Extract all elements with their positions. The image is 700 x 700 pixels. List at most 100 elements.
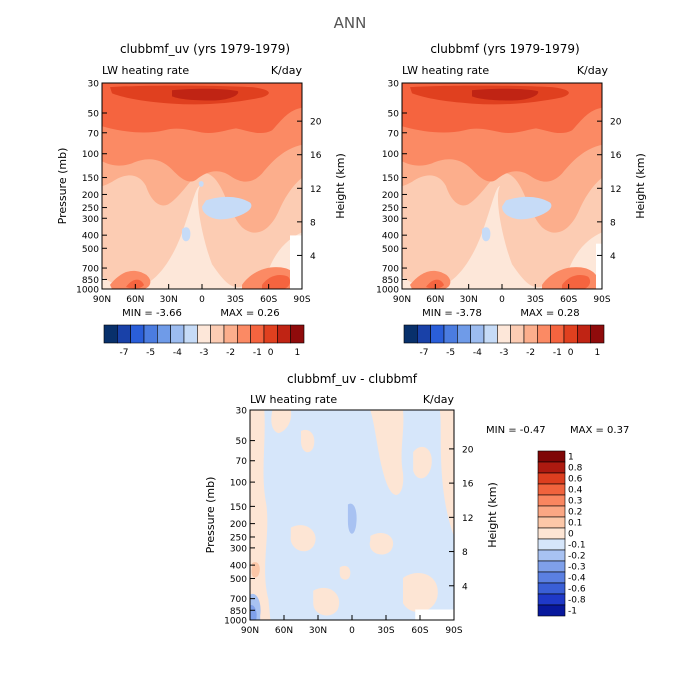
panel-1-left-label: LW heating rate bbox=[102, 64, 189, 77]
panel-1-colorbar-box-4 bbox=[157, 324, 171, 344]
panel-1-ytick-label-1000: 1000 bbox=[76, 286, 99, 296]
panel-2-colorbar-box-0 bbox=[403, 324, 418, 344]
panel-diff-title: clubbmf_uv - clubbmf bbox=[287, 372, 418, 386]
panel-2-colorbar-label-1: -1 bbox=[553, 348, 562, 358]
panel-diff-colorbar-box-1 bbox=[537, 461, 566, 474]
panel-1-colorbar-box-5 bbox=[170, 324, 185, 344]
panel-1-ytick-label-30: 30 bbox=[88, 80, 100, 90]
panel-1-right-label: K/day bbox=[271, 64, 303, 77]
panel-2-colorbar-box-3 bbox=[443, 324, 458, 344]
panel-1-ytick-label-70: 70 bbox=[88, 129, 100, 139]
panel-1-field-level-6 bbox=[202, 196, 252, 220]
panel-2-colorbar-label-5: -5 bbox=[446, 348, 455, 358]
panel-1-ytick-label-250: 250 bbox=[82, 204, 99, 214]
panel-diff-ytick-label-400: 400 bbox=[230, 562, 247, 572]
panel-2-htick-label-12: 12 bbox=[610, 185, 621, 195]
panel-diff-field-pos-8 bbox=[369, 532, 394, 555]
panel-diff-xtick-label-0: 0 bbox=[349, 626, 355, 636]
panel-diff-ytick-label-100: 100 bbox=[230, 479, 247, 489]
panel-2-ytick-label-70: 70 bbox=[388, 129, 400, 139]
panel-diff-colorbar-box-9 bbox=[537, 549, 566, 562]
panel-1-colorbar-label-0: 0 bbox=[268, 348, 274, 358]
panel-2-ytick-label-150: 150 bbox=[382, 174, 399, 184]
panel-1-field-level-6c bbox=[198, 181, 204, 187]
panel-diff-max-text: MAX = 0.37 bbox=[570, 425, 629, 436]
panel-1-plot bbox=[102, 83, 302, 289]
panel-2-colorbar-box-6 bbox=[483, 324, 498, 344]
panel-diff-ylabel: Pressure (mb) bbox=[204, 477, 217, 554]
panel-1-htick-label-8: 8 bbox=[310, 218, 316, 228]
panel-diff-colorbar-label-0-2-5: 0.2 bbox=[568, 508, 582, 518]
panel-diff-field-pos-2 bbox=[271, 410, 292, 434]
panel-2-colorbar-box-14 bbox=[590, 324, 605, 344]
panel-2-colorbar-label-0: 0 bbox=[568, 348, 574, 358]
panel-1-xtick-label-60N: 60N bbox=[126, 295, 144, 305]
panel-1-colorbar-label-2: -2 bbox=[226, 348, 235, 358]
panel-diff-field-pos-10 bbox=[403, 573, 438, 613]
panel-1-ytick-label-100: 100 bbox=[82, 150, 99, 160]
panel-diff-htick-label-12: 12 bbox=[462, 514, 473, 524]
panel-2-xticks: 90N 60N 30N 0 30S 60S 90S bbox=[393, 284, 611, 305]
panel-diff-xtick-label-30S: 30S bbox=[377, 626, 394, 636]
panel-diff-ytick-label-850: 850 bbox=[230, 607, 247, 617]
panel-diff-ytick-label-50: 50 bbox=[236, 437, 248, 447]
panel-1-colorbar-label-1: 1 bbox=[294, 348, 300, 358]
panel-diff-colorbar-box-8 bbox=[537, 538, 566, 551]
panel-1-colorbar-label-7: -7 bbox=[120, 348, 129, 358]
panel-diff-plot bbox=[250, 410, 454, 620]
panel-diff-field-pos-3 bbox=[301, 429, 315, 453]
panel-diff-colorbar-box-11 bbox=[537, 571, 566, 584]
panel-diff-colorbar-label-0-3-10: -0.3 bbox=[568, 563, 586, 573]
panel-diff-ytick-label-500: 500 bbox=[230, 575, 247, 585]
panel-diff-xtick-label-60N: 60N bbox=[275, 626, 293, 636]
panel-diff-colorbar-label-0-6-2: 0.6 bbox=[568, 475, 583, 485]
panel-2-ytick-label-400: 400 bbox=[382, 232, 399, 242]
panel-1: clubbmf_uv (yrs 1979-1979) LW heating ra… bbox=[56, 42, 347, 358]
panel-diff-field-pos-7 bbox=[290, 525, 316, 552]
panel-1-htick-label-16: 16 bbox=[310, 151, 322, 161]
panel-1-colorbar: -7 -5 -4 -3 -2 -1 0 1 bbox=[103, 324, 305, 358]
panel-diff-colorbar-label-0-6-12: -0.6 bbox=[568, 585, 586, 595]
panel-2-colorbar-label-2: -2 bbox=[526, 348, 535, 358]
panel-1-colorbar-box-1 bbox=[117, 324, 131, 344]
panel-1-ytick-label-300: 300 bbox=[82, 215, 99, 225]
panel-1-colorbar-box-0 bbox=[103, 324, 118, 344]
panel-diff-field-pos-12 bbox=[251, 562, 260, 578]
panel-1-colorbar-label-3: -3 bbox=[200, 348, 209, 358]
panel-diff-field-pos-6 bbox=[439, 410, 454, 536]
panel-diff-colorbar-box-0 bbox=[537, 450, 566, 463]
panel-diff-colorbar-box-10 bbox=[537, 560, 566, 573]
panel-2-max-text: MAX = 0.28 bbox=[520, 308, 579, 319]
panel-diff-missing-strip bbox=[415, 609, 454, 620]
panel-diff-right-label: K/day bbox=[423, 393, 455, 406]
panel-1-field-level-6b bbox=[182, 227, 191, 242]
panel-2-xtick-label-60N: 60N bbox=[426, 295, 444, 305]
panel-2-htick-label-8: 8 bbox=[610, 218, 616, 228]
panel-1-colorbar-box-6 bbox=[183, 324, 198, 344]
panel-diff-xtick-label-90S: 90S bbox=[445, 626, 462, 636]
panel-1-xtick-label-0: 0 bbox=[199, 295, 205, 305]
panel-2-ytick-label-850: 850 bbox=[382, 276, 399, 286]
panel-diff-htick-label-8: 8 bbox=[462, 548, 468, 558]
panel-diff-left-label: LW heating rate bbox=[250, 393, 337, 406]
panel-2-colorbar-box-8 bbox=[510, 324, 525, 344]
panel-diff-colorbar-label-0-8-13: -0.8 bbox=[568, 596, 586, 606]
panel-diff-colorbar-label-0-1-6: 0.1 bbox=[568, 519, 582, 529]
panel-1-xticks: 90N 60N 30N 0 30S 60S 90S bbox=[93, 284, 311, 305]
panel-diff-htick-label-20: 20 bbox=[462, 445, 474, 455]
panel-2-colorbar-box-4 bbox=[457, 324, 471, 344]
panel-2-colorbar: -7 -5 -4 -3 -2 -1 0 1 bbox=[403, 324, 605, 358]
panel-2-field-level-6 bbox=[502, 196, 552, 220]
panel-diff-ytick-label-1000: 1000 bbox=[224, 617, 247, 627]
panel-1-colorbar-box-14 bbox=[290, 324, 305, 344]
panel-diff-colorbar-label-0-2-9: -0.2 bbox=[568, 552, 586, 562]
panel-diff-colorbar-label-1-0: 1 bbox=[568, 453, 574, 463]
panel-2-colorbar-box-11 bbox=[550, 324, 565, 344]
panel-2-field-level-11b bbox=[426, 279, 444, 289]
panel-2-min-text: MIN = -3.78 bbox=[422, 308, 482, 319]
panel-1-ytick-label-400: 400 bbox=[82, 232, 99, 242]
panel-1-field-level-13 bbox=[172, 88, 239, 101]
panel-diff-field-pos-11 bbox=[339, 565, 351, 580]
panel-1-ytick-label-850: 850 bbox=[82, 276, 99, 286]
